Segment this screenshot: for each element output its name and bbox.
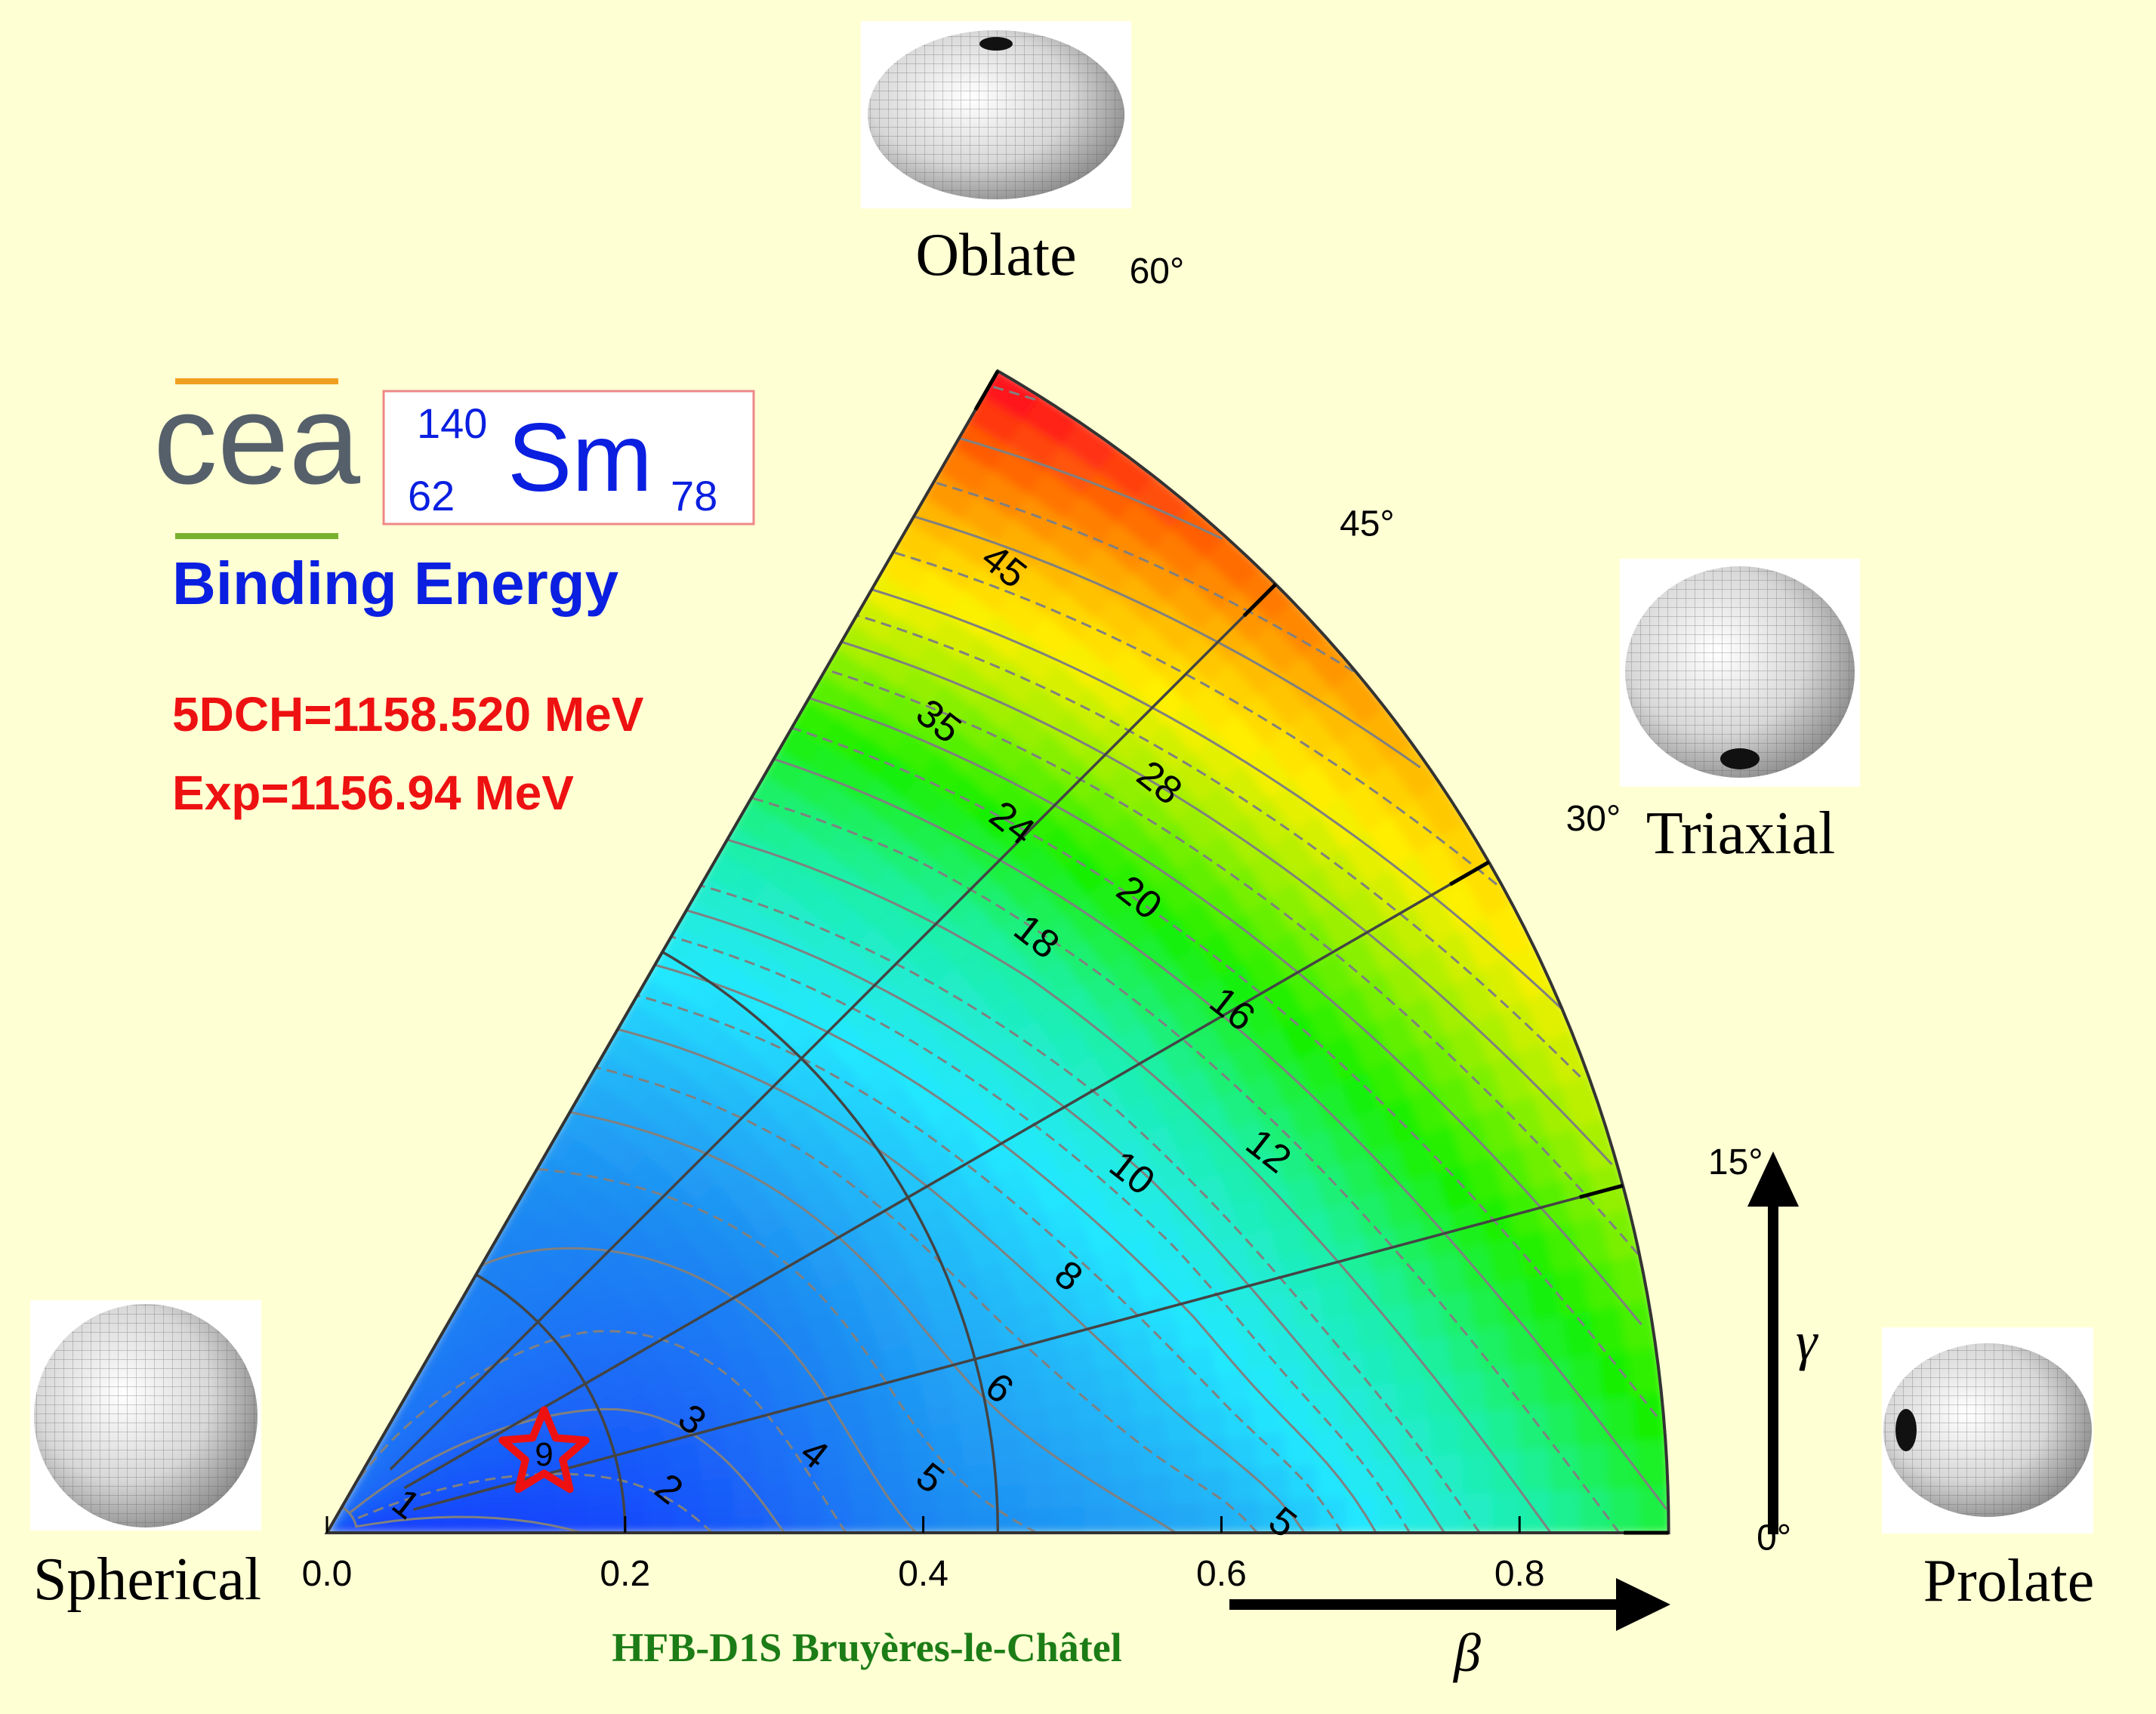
beta-axis-arrow bbox=[1229, 1578, 1670, 1631]
contour-line bbox=[808, 697, 1642, 1326]
triaxial-label: Triaxial bbox=[1646, 800, 1835, 867]
gamma-axis-label: γ bbox=[1796, 1311, 1818, 1371]
gamma-angle-ticks: 0°15°30°45°60° bbox=[973, 251, 1791, 1558]
gamma-tick-mark bbox=[1242, 582, 1278, 618]
experiment-energy-text: Exp=1156.94 MeV bbox=[172, 766, 574, 820]
prolate-shape-image bbox=[1882, 1327, 2093, 1534]
x-tick-label: 0.2 bbox=[600, 1554, 650, 1594]
x-tick-label: 0.8 bbox=[1494, 1554, 1545, 1594]
chart-title: Binding Energy bbox=[172, 550, 619, 617]
contour-line bbox=[751, 797, 1621, 1533]
prolate-label: Prolate bbox=[1923, 1548, 2095, 1614]
cea-logo-text: cea bbox=[153, 368, 361, 511]
gamma-tick-mark bbox=[1579, 1183, 1624, 1199]
oblate-label: Oblate bbox=[915, 222, 1076, 288]
isotope-label-box: 140 62 Sm 78 bbox=[382, 390, 755, 526]
beta-axis-ticks: 0.0 0.2 0.4 0.6 0.8 bbox=[302, 1516, 1545, 1594]
contour-line bbox=[989, 384, 1036, 401]
grid-arc bbox=[475, 1273, 627, 1534]
minimum-star-marker: 9 bbox=[498, 1406, 590, 1494]
x-tick-label: 0.6 bbox=[1196, 1554, 1247, 1594]
contour-line bbox=[637, 994, 1343, 1533]
x-tick-label: 0.4 bbox=[898, 1554, 948, 1594]
contour-line bbox=[958, 436, 1223, 540]
contour-line bbox=[341, 1472, 713, 1533]
gamma-tick-label: 45° bbox=[1340, 504, 1395, 544]
triaxial-shape-image bbox=[1620, 559, 1860, 787]
contour-line bbox=[913, 515, 1421, 769]
contour-line bbox=[595, 1066, 1258, 1533]
energy-surface bbox=[327, 371, 1669, 1533]
gamma-tick-label: 30° bbox=[1566, 799, 1621, 839]
theory-energy-text: 5DCH=1158.520 MeV bbox=[172, 687, 644, 741]
gamma-tick-label: 60° bbox=[1130, 251, 1185, 291]
gamma-tick-label: 15° bbox=[1708, 1142, 1763, 1182]
contour-line bbox=[933, 481, 1355, 673]
contour-line bbox=[893, 550, 1497, 886]
isotope-neutron-number: 78 bbox=[671, 472, 717, 519]
contour-line bbox=[871, 588, 1563, 1010]
gamma-tick-mark bbox=[1449, 860, 1490, 886]
minimum-star bbox=[498, 1406, 590, 1494]
credit-text: HFB-D1S Bruyères-le-Châtel bbox=[612, 1625, 1121, 1670]
cea-logo: cea bbox=[153, 368, 361, 539]
isotope-atomic-number: 62 bbox=[408, 472, 455, 519]
gamma-tick-mark bbox=[973, 370, 1000, 411]
contour-line bbox=[825, 668, 1639, 1255]
contour-line bbox=[841, 640, 1613, 1166]
beta-axis-label: β bbox=[1452, 1623, 1481, 1683]
spherical-shape-image bbox=[30, 1300, 261, 1531]
contour-line bbox=[856, 614, 1581, 1078]
contour-line bbox=[773, 757, 1668, 1510]
grid-arc bbox=[662, 951, 1000, 1534]
spherical-label: Spherical bbox=[33, 1546, 261, 1613]
contour-line bbox=[791, 726, 1658, 1417]
isotope-mass-number: 140 bbox=[417, 399, 487, 447]
oblate-shape-image bbox=[861, 21, 1131, 208]
minimum-label: 9 bbox=[535, 1436, 553, 1473]
gamma-axis-arrow bbox=[1747, 1151, 1799, 1534]
x-tick-label: 0.0 bbox=[302, 1554, 353, 1594]
polar-grid bbox=[389, 583, 1624, 1534]
isotope-symbol: Sm bbox=[507, 404, 652, 512]
